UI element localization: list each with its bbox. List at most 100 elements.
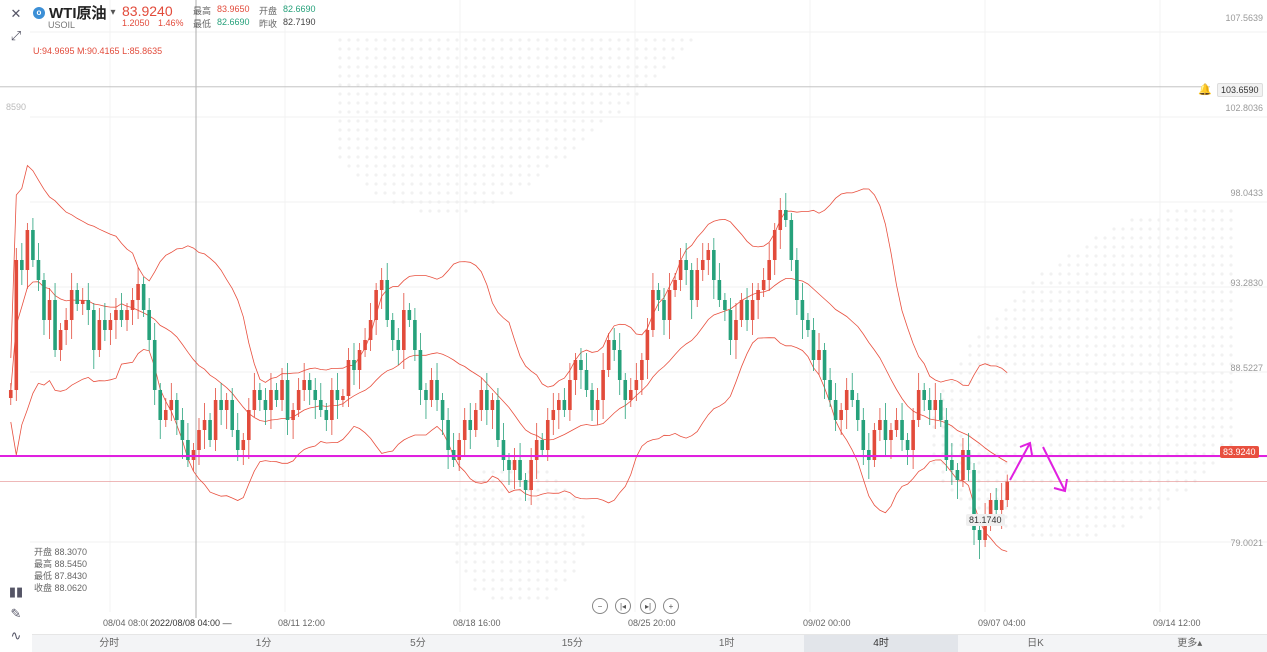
map-dot <box>1184 380 1188 384</box>
map-dot <box>1031 425 1035 429</box>
zoom-out-icon[interactable]: − <box>592 598 608 614</box>
map-dot <box>1058 470 1062 474</box>
map-dot <box>1166 434 1170 438</box>
zoom-in-icon[interactable]: + <box>663 598 679 614</box>
map-dot <box>1148 416 1152 420</box>
candle-body <box>950 460 954 470</box>
candle-body <box>579 360 583 370</box>
map-dot <box>518 587 522 591</box>
symbol-selector[interactable]: o WTI原油 ▾ <box>33 2 116 23</box>
formula-icon[interactable]: ∿ <box>10 628 22 643</box>
map-dot <box>1166 227 1170 231</box>
map-dot <box>986 461 990 465</box>
map-dot <box>1031 533 1035 537</box>
map-dot <box>500 101 504 105</box>
alert-price-tag[interactable]: 103.6590 <box>1217 83 1263 97</box>
map-dot <box>428 209 432 213</box>
map-dot <box>1220 308 1224 312</box>
map-dot <box>1040 515 1044 519</box>
map-dot <box>1094 245 1098 249</box>
map-dot <box>1103 425 1107 429</box>
tab-1min[interactable]: 1分 <box>255 638 272 649</box>
candle-body <box>424 390 428 400</box>
map-dot <box>1058 290 1062 294</box>
candle-body <box>274 390 279 400</box>
map-dot <box>554 101 558 105</box>
tab-daily[interactable]: 日K <box>1027 638 1044 649</box>
map-dot <box>986 479 990 483</box>
map-dot <box>1103 479 1107 483</box>
tab-1hour[interactable]: 1时 <box>718 638 735 649</box>
map-dot <box>527 137 531 141</box>
map-dot <box>1112 443 1116 447</box>
map-dot <box>1085 353 1089 357</box>
bell-icon[interactable]: 🔔 <box>1198 84 1212 96</box>
map-dot <box>419 110 423 114</box>
map-dot <box>1040 425 1044 429</box>
candle-body <box>97 320 102 350</box>
map-dot <box>1121 461 1125 465</box>
map-dot <box>554 128 558 132</box>
map-dot <box>491 191 495 195</box>
map-dot <box>509 146 513 150</box>
map-dot <box>1031 416 1035 420</box>
indicator-icon[interactable]: ▮▮ <box>8 584 24 599</box>
map-dot <box>1094 281 1098 285</box>
tab-4hour[interactable]: 4时 <box>803 635 959 652</box>
candle-body <box>269 390 273 410</box>
map-dot <box>1148 470 1152 474</box>
chevron-down-icon[interactable]: ▾ <box>110 7 116 18</box>
map-dot <box>1139 236 1143 240</box>
candle-body <box>595 400 600 410</box>
map-dot <box>680 38 684 42</box>
map-dot <box>518 578 522 582</box>
map-dot <box>1040 335 1044 339</box>
map-dot <box>1067 362 1071 366</box>
map-dot <box>392 38 396 42</box>
map-dot <box>455 182 459 186</box>
map-dot <box>1004 425 1008 429</box>
map-dot <box>401 56 405 60</box>
map-dot <box>1166 254 1170 258</box>
map-dot <box>941 425 945 429</box>
expand-icon[interactable]: ⤢ <box>10 28 22 43</box>
map-dot <box>995 470 999 474</box>
map-dot <box>563 551 567 555</box>
scroll-end-icon[interactable]: ▸| <box>640 598 656 614</box>
map-dot <box>437 191 441 195</box>
map-dot <box>419 191 423 195</box>
close-icon[interactable]: ✕ <box>10 6 22 21</box>
scroll-start-icon[interactable]: |◂ <box>615 598 631 614</box>
map-dot <box>545 542 549 546</box>
map-dot <box>1148 425 1152 429</box>
map-dot <box>572 533 576 537</box>
map-dot <box>518 65 522 69</box>
tab-timeshare[interactable]: 分时 <box>99 638 120 649</box>
map-dot <box>1049 362 1053 366</box>
map-dot <box>932 434 936 438</box>
map-dot <box>1220 326 1224 330</box>
tab-more[interactable]: 更多▴ <box>1177 638 1203 649</box>
map-dot <box>617 38 621 42</box>
draw-icon[interactable]: ✎ <box>10 606 22 621</box>
map-dot <box>446 47 450 51</box>
map-dot <box>455 56 459 60</box>
map-dot <box>995 479 999 483</box>
map-dot <box>941 443 945 447</box>
map-dot <box>1112 308 1116 312</box>
map-dot <box>1166 479 1170 483</box>
map-dot <box>491 560 495 564</box>
map-dot <box>977 461 981 465</box>
map-dot <box>1175 209 1179 213</box>
tab-5min[interactable]: 5分 <box>410 638 426 649</box>
map-dot <box>473 137 477 141</box>
candle-body <box>247 410 251 440</box>
map-dot <box>500 524 504 528</box>
map-dot <box>1040 479 1044 483</box>
map-dot <box>446 110 450 114</box>
map-dot <box>401 173 405 177</box>
map-dot <box>536 146 540 150</box>
tab-15min[interactable]: 15分 <box>561 638 583 649</box>
map-dot <box>1220 434 1224 438</box>
